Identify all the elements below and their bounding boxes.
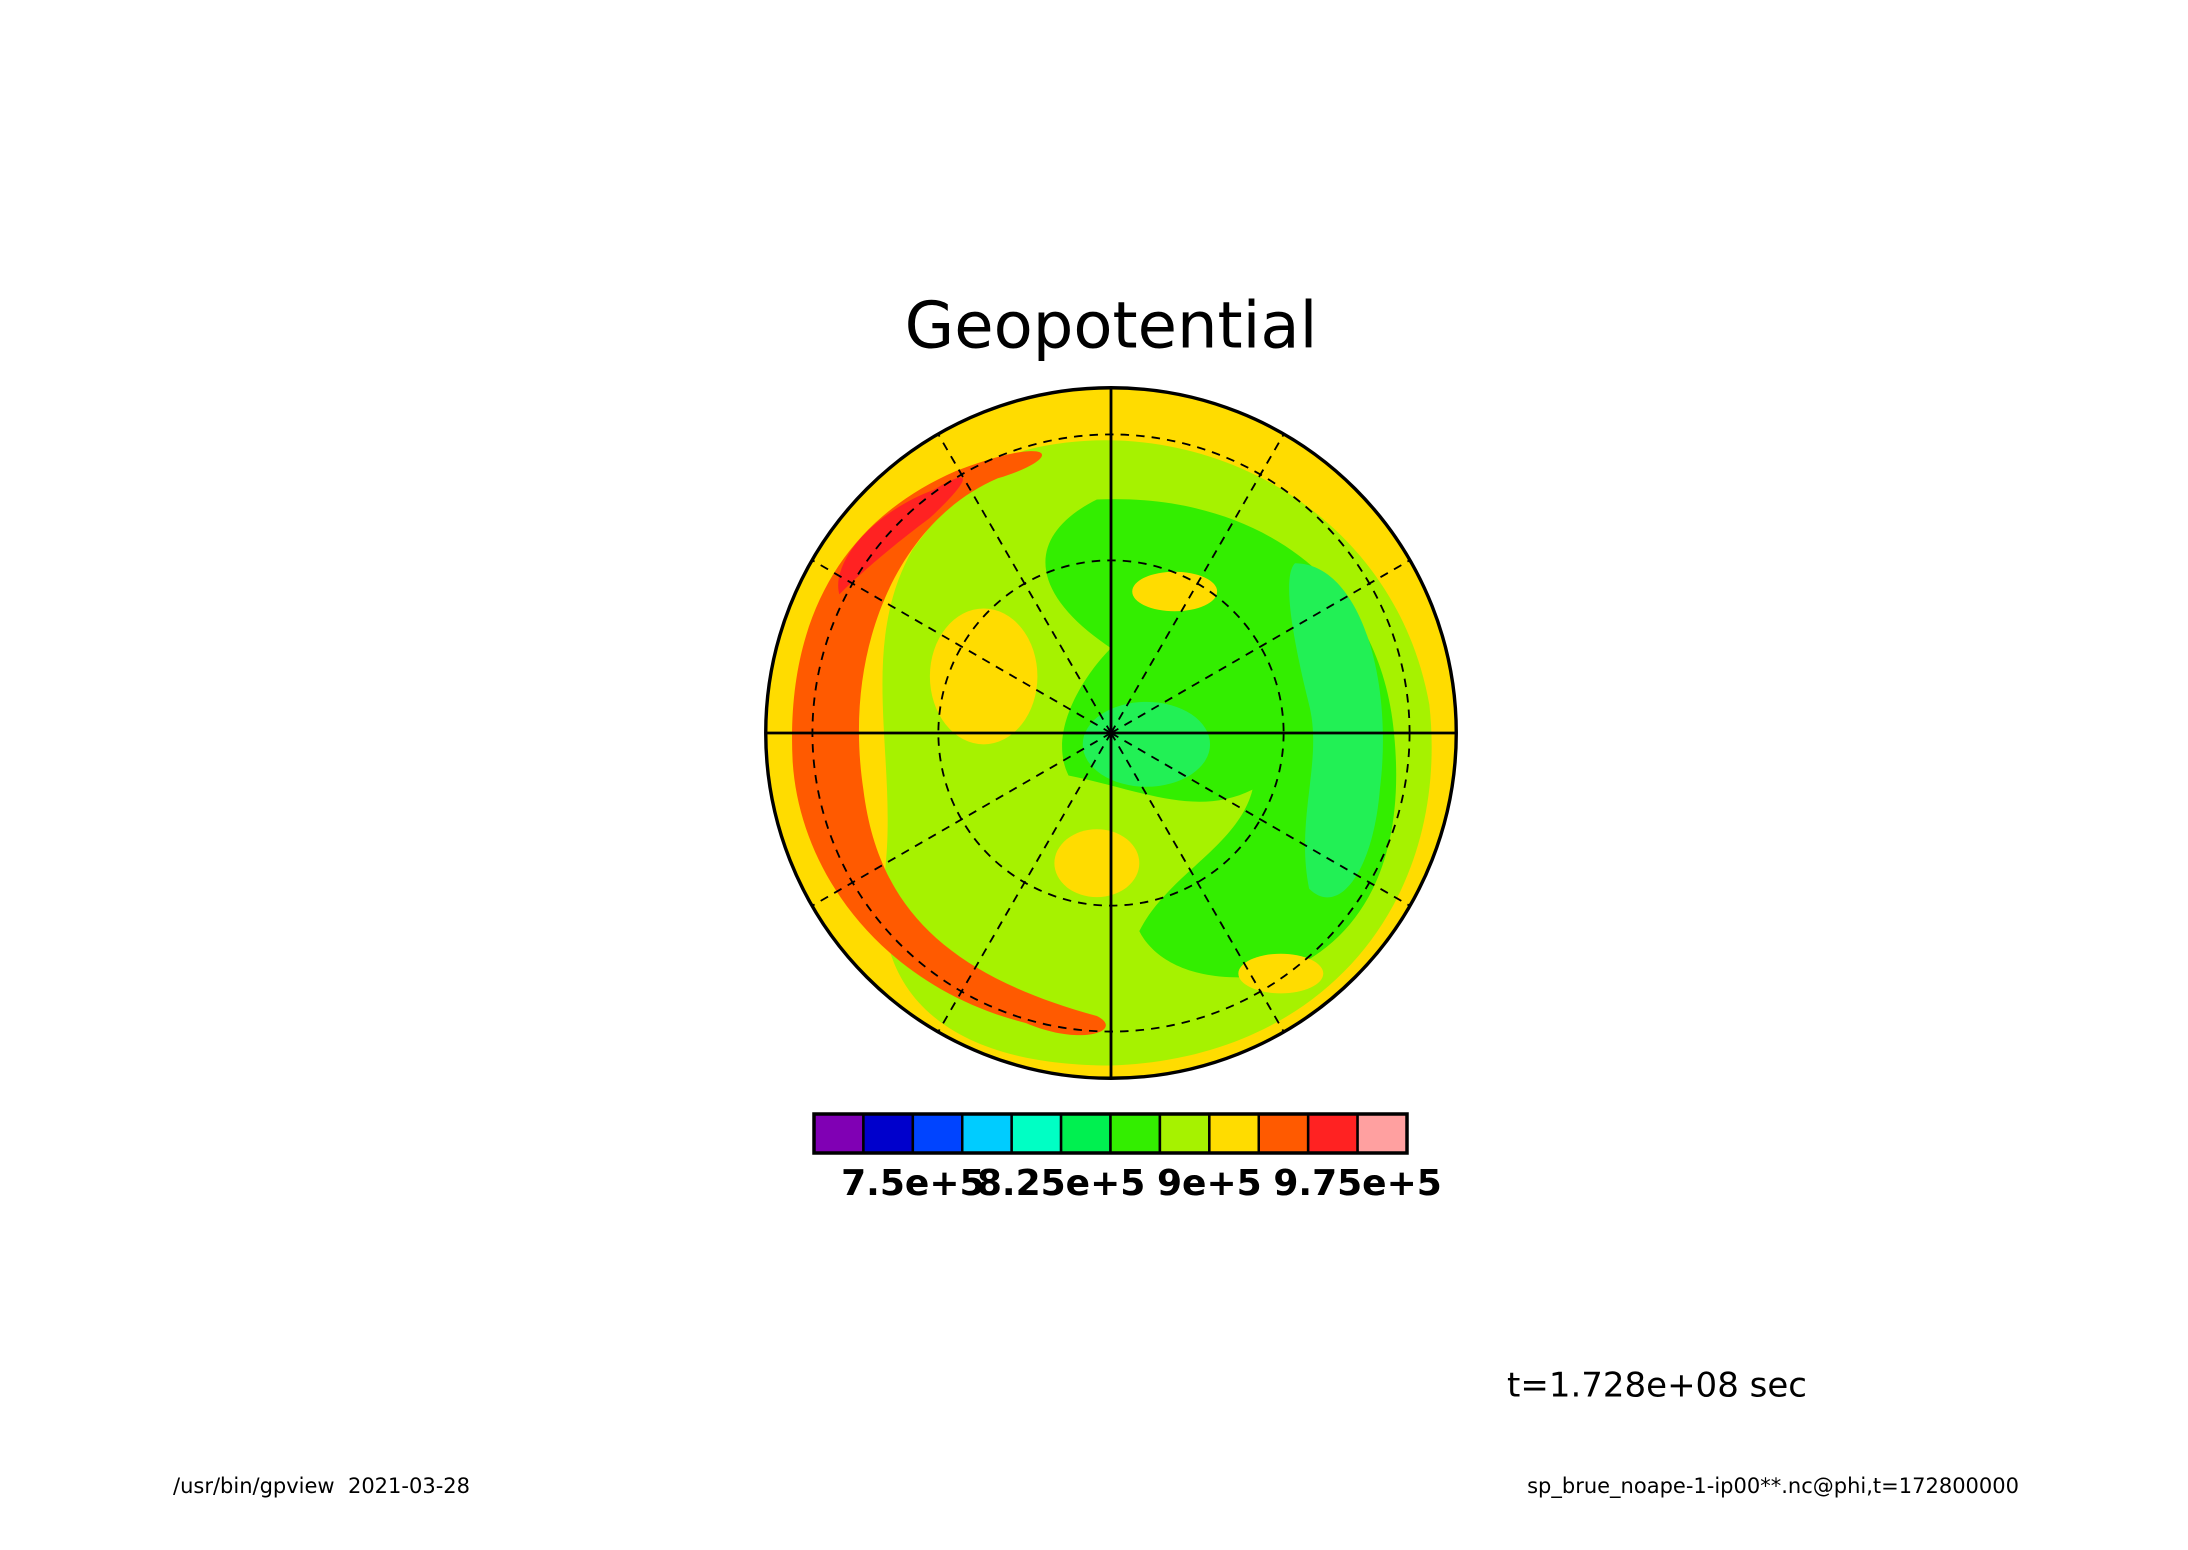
colorbar-box	[862, 1112, 915, 1155]
field-region	[1082, 701, 1211, 787]
polar-map	[764, 386, 1458, 1080]
colorbar-box	[1306, 1112, 1359, 1155]
colorbar-box	[812, 1112, 865, 1155]
colorbar-tick-label: 9.75e+5	[1273, 1163, 1441, 1204]
colorbar-box	[1109, 1112, 1162, 1155]
meridian	[937, 433, 1112, 734]
field-region	[792, 451, 1106, 1036]
colorbar-box	[1208, 1112, 1261, 1155]
meridian	[1110, 732, 1411, 907]
field-region	[929, 608, 1038, 745]
meridian	[811, 732, 1112, 907]
colorbar-box	[911, 1112, 964, 1155]
meridian	[937, 732, 1112, 1033]
axes	[764, 386, 1458, 1080]
colorbar-box	[1010, 1112, 1063, 1155]
footer-right: sp_brue_noape-1-ip00**.nc@phi,t=17280000…	[1527, 1474, 2019, 1499]
meridian	[811, 559, 1112, 734]
colorbar-tick-label: 7.5e+5	[841, 1163, 984, 1204]
colorbar-tick-label: 9e+5	[1157, 1163, 1262, 1204]
colorbar-box	[1356, 1112, 1409, 1155]
map-frame	[764, 386, 1458, 1080]
field-region	[838, 477, 963, 595]
meridian	[1110, 433, 1285, 734]
footer-left: /usr/bin/gpview 2021-03-28	[173, 1474, 470, 1498]
meridian	[1110, 559, 1411, 734]
field-region	[1054, 829, 1140, 898]
colorbar-box	[1059, 1112, 1112, 1155]
meridian	[1110, 732, 1285, 1033]
colorbar-box	[1158, 1112, 1211, 1155]
colorbar-frame	[812, 1112, 1409, 1155]
chart-title: Geopotential	[905, 290, 1318, 364]
colorbar-box	[961, 1112, 1013, 1155]
colorbar-tick-label: 8.25e+5	[977, 1163, 1145, 1204]
field-region	[1289, 563, 1383, 898]
field-region	[1238, 953, 1324, 994]
field-region	[1132, 571, 1218, 612]
colorbar-box	[1257, 1112, 1310, 1155]
colorbar: 7.5e+58.25e+5 9e+5 9.75e+5	[812, 1112, 1442, 1204]
time-label: t=1.728e+08 sec	[1507, 1366, 1807, 1406]
